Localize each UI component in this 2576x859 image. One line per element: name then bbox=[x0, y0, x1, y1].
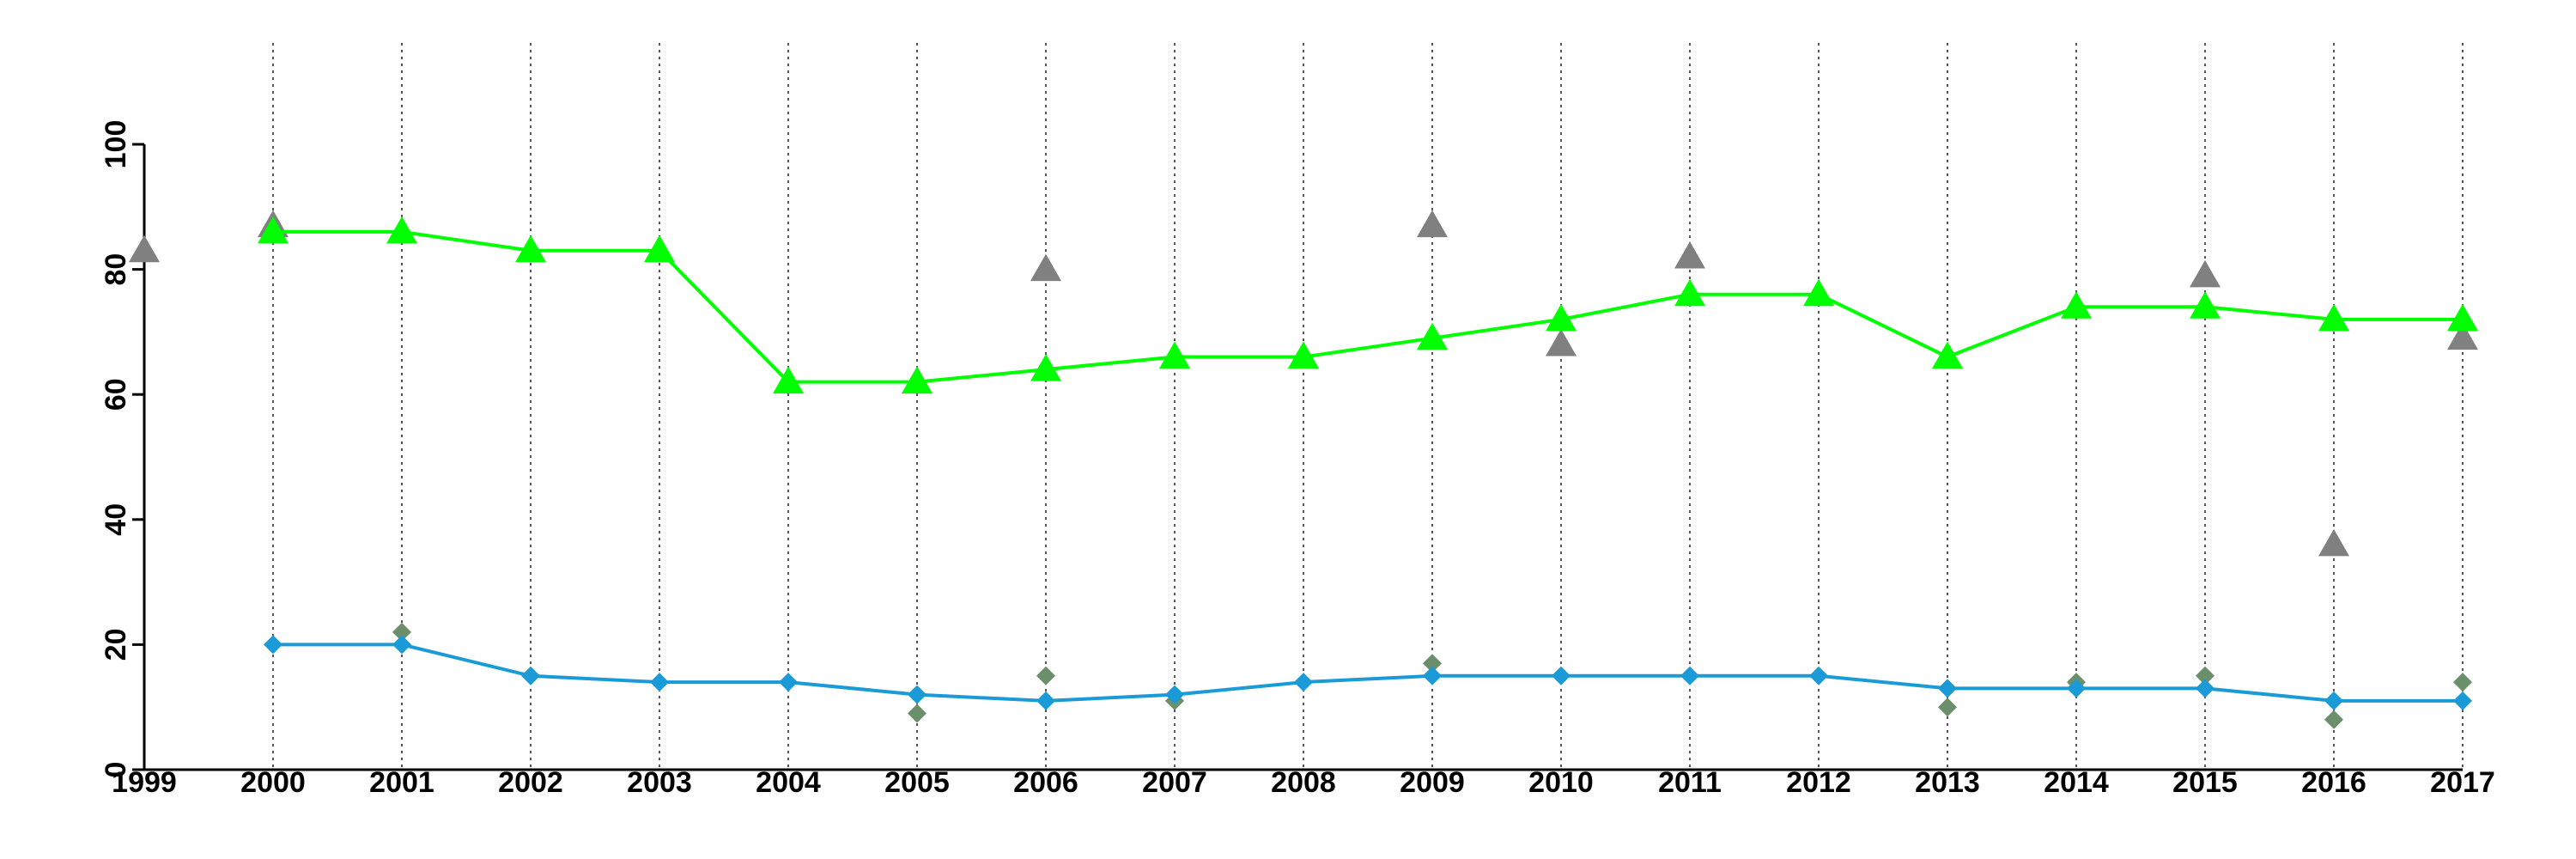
y-tick-label-80: 80 bbox=[100, 253, 132, 286]
series-1-point-2009 bbox=[1417, 210, 1448, 238]
x-tick-label-2004: 2004 bbox=[756, 766, 821, 799]
x-tick-label-2011: 2011 bbox=[1658, 766, 1722, 799]
series-2-point-2006 bbox=[1036, 691, 1055, 710]
x-tick-label-2006: 2006 bbox=[1013, 766, 1078, 799]
x-tick-label-1999: 1999 bbox=[112, 766, 177, 799]
series-layer bbox=[129, 210, 2478, 729]
series-2-line bbox=[273, 643, 2463, 703]
series-2-point-2011 bbox=[1680, 666, 1699, 685]
series-2-point-2015 bbox=[2196, 679, 2215, 698]
series-2-point-2009 bbox=[1423, 666, 1442, 685]
series-2-point-2003 bbox=[650, 673, 669, 692]
series-0-point-2007 bbox=[1159, 341, 1190, 369]
series-2-point-2007 bbox=[1165, 685, 1184, 704]
series-1-point-2010 bbox=[1546, 328, 1577, 356]
series-0-point-2004 bbox=[773, 366, 804, 394]
series-0-point-2006 bbox=[1030, 354, 1061, 381]
series-2 bbox=[264, 635, 2472, 710]
x-tick-label-2014: 2014 bbox=[2044, 766, 2109, 799]
y-tick-label-20: 20 bbox=[100, 628, 132, 661]
series-0-point-2016 bbox=[2318, 303, 2349, 332]
series-1-point-2011 bbox=[1674, 241, 1705, 269]
series-0-point-2008 bbox=[1288, 341, 1319, 369]
series-2-point-2001 bbox=[392, 635, 411, 655]
series-0-point-2014 bbox=[2061, 291, 2092, 319]
x-tick-label-2000: 2000 bbox=[240, 766, 306, 799]
series-0-point-2002 bbox=[515, 235, 546, 263]
x-tick-label-2005: 2005 bbox=[884, 766, 950, 799]
x-tick-label-2001: 2001 bbox=[369, 766, 434, 799]
series-1-point-2016 bbox=[2318, 528, 2349, 557]
series-2-point-2017 bbox=[2453, 691, 2472, 710]
series-2-point-2012 bbox=[1809, 666, 1828, 685]
series-2-point-2014 bbox=[2067, 679, 2086, 698]
x-tick-label-2010: 2010 bbox=[1528, 766, 1594, 799]
series-0-point-2013 bbox=[1932, 341, 1963, 369]
series-2-point-2008 bbox=[1294, 673, 1313, 692]
series-3-point-2016 bbox=[2324, 710, 2343, 729]
series-3-point-2005 bbox=[908, 704, 927, 723]
series-0-point-2001 bbox=[386, 216, 417, 244]
x-tick-label-2007: 2007 bbox=[1142, 766, 1207, 799]
x-tick-label-2008: 2008 bbox=[1271, 766, 1336, 799]
series-3-point-2017 bbox=[2453, 673, 2472, 692]
series-2-point-2005 bbox=[908, 685, 927, 704]
axes bbox=[132, 143, 2463, 771]
vertical-gridlines bbox=[272, 43, 2464, 770]
x-tick-label-2016: 2016 bbox=[2301, 766, 2366, 799]
series-0 bbox=[258, 216, 2478, 394]
series-2-point-2016 bbox=[2324, 691, 2343, 710]
series-0-point-2000 bbox=[258, 216, 289, 244]
series-3-point-2006 bbox=[1036, 666, 1055, 685]
series-2-point-2002 bbox=[521, 666, 540, 685]
series-2-point-2010 bbox=[1552, 666, 1571, 685]
y-tick-label-60: 60 bbox=[100, 378, 132, 411]
x-tick-label-2012: 2012 bbox=[1786, 766, 1851, 799]
series-0-point-2003 bbox=[644, 235, 675, 263]
series-1-point-2017 bbox=[2447, 322, 2478, 350]
y-tick-label-0: 0 bbox=[100, 762, 132, 778]
x-tick-label-2013: 2013 bbox=[1915, 766, 1980, 799]
series-0-point-2015 bbox=[2190, 291, 2221, 319]
series-1-point-2006 bbox=[1030, 253, 1061, 282]
x-tick-label-2002: 2002 bbox=[498, 766, 563, 799]
series-3-point-2013 bbox=[1938, 698, 1957, 717]
x-tick-label-2003: 2003 bbox=[627, 766, 692, 799]
series-2-point-2004 bbox=[779, 673, 798, 692]
series-0-point-2009 bbox=[1417, 322, 1448, 350]
series-0-point-2012 bbox=[1803, 278, 1834, 307]
series-2-point-2000 bbox=[264, 635, 283, 655]
series-0-point-2017 bbox=[2447, 303, 2478, 332]
tick-labels: 0 20 40 60 80 100 1999 2000 2001 2002 2003 2004 2005… bbox=[100, 120, 2495, 799]
series-0-line bbox=[273, 229, 2463, 384]
y-tick-label-100: 100 bbox=[100, 120, 132, 169]
series-0-point-2005 bbox=[902, 366, 933, 394]
series-1-point-2015 bbox=[2190, 259, 2221, 288]
series-3-point-2015 bbox=[2196, 666, 2215, 685]
x-tick-label-2017: 2017 bbox=[2430, 766, 2495, 799]
series-0-point-2010 bbox=[1546, 303, 1577, 332]
series-3-point-2001 bbox=[392, 622, 411, 642]
series-3-point-2009 bbox=[1423, 654, 1442, 673]
x-tick-label-2015: 2015 bbox=[2172, 766, 2238, 799]
series-2-point-2013 bbox=[1938, 679, 1957, 698]
y-tick-label-40: 40 bbox=[100, 503, 132, 536]
x-tick-label-2009: 2009 bbox=[1400, 766, 1465, 799]
series-1-point-1999 bbox=[129, 235, 160, 263]
series-0-point-2011 bbox=[1674, 278, 1705, 307]
